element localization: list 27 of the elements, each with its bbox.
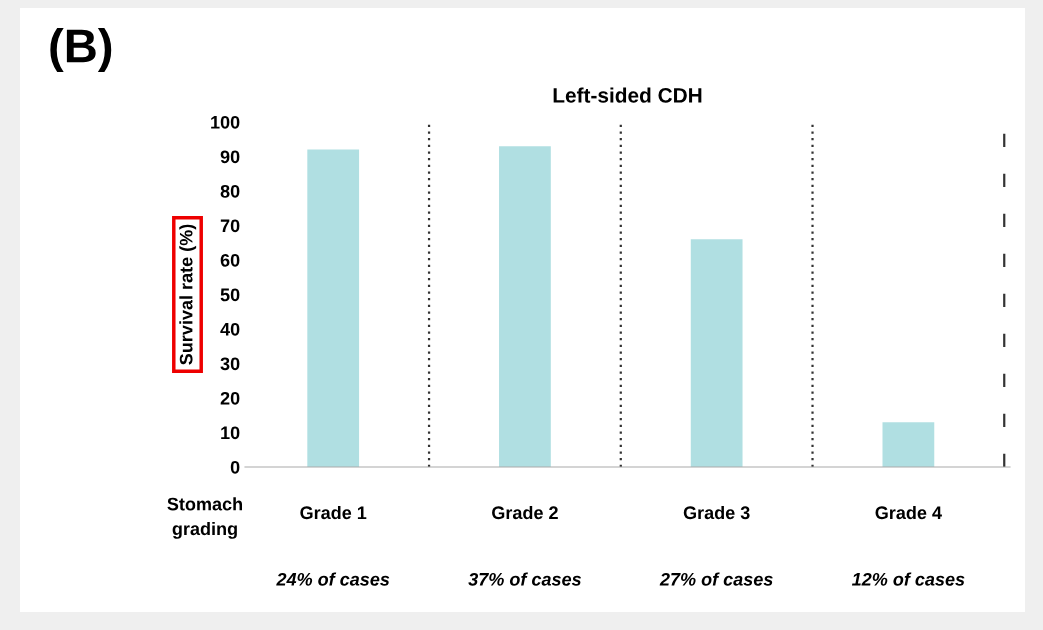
chart-title: Left-sided CDH — [553, 87, 702, 103]
y-tick-label: 50 — [220, 288, 240, 302]
bar — [307, 149, 360, 467]
y-axis-title: Survival rate (%) — [179, 224, 197, 365]
text: (B) — [50, 27, 112, 73]
text: 27% of cases — [659, 572, 773, 586]
x-tick-label: Grade 2 — [492, 505, 558, 520]
x-tick-label: Grade 3 — [683, 505, 750, 520]
bar — [882, 422, 935, 467]
bar — [690, 239, 743, 467]
text: 37% of cases — [468, 572, 582, 586]
y-tick-label: 90 — [220, 150, 240, 164]
x-tick-label: Grade 4 — [875, 505, 942, 520]
y-tick-label: 80 — [220, 184, 240, 198]
text: 12% of cases — [851, 572, 965, 586]
y-tick-label: 10 — [221, 426, 240, 440]
text: 24% of cases — [276, 572, 390, 586]
y-tick-label: 100 — [211, 115, 240, 129]
y-tick-label: 30 — [220, 357, 240, 371]
y-tick-label: 70 — [220, 219, 240, 233]
bar — [499, 146, 551, 467]
y-tick-label: 0 — [230, 460, 240, 474]
y-tick-label: 60 — [220, 253, 240, 267]
text: Stomach grading — [167, 497, 243, 539]
x-tick-label: Grade 1 — [300, 505, 367, 520]
y-tick-label: 40 — [220, 322, 240, 336]
y-tick-label: 20 — [220, 391, 240, 405]
